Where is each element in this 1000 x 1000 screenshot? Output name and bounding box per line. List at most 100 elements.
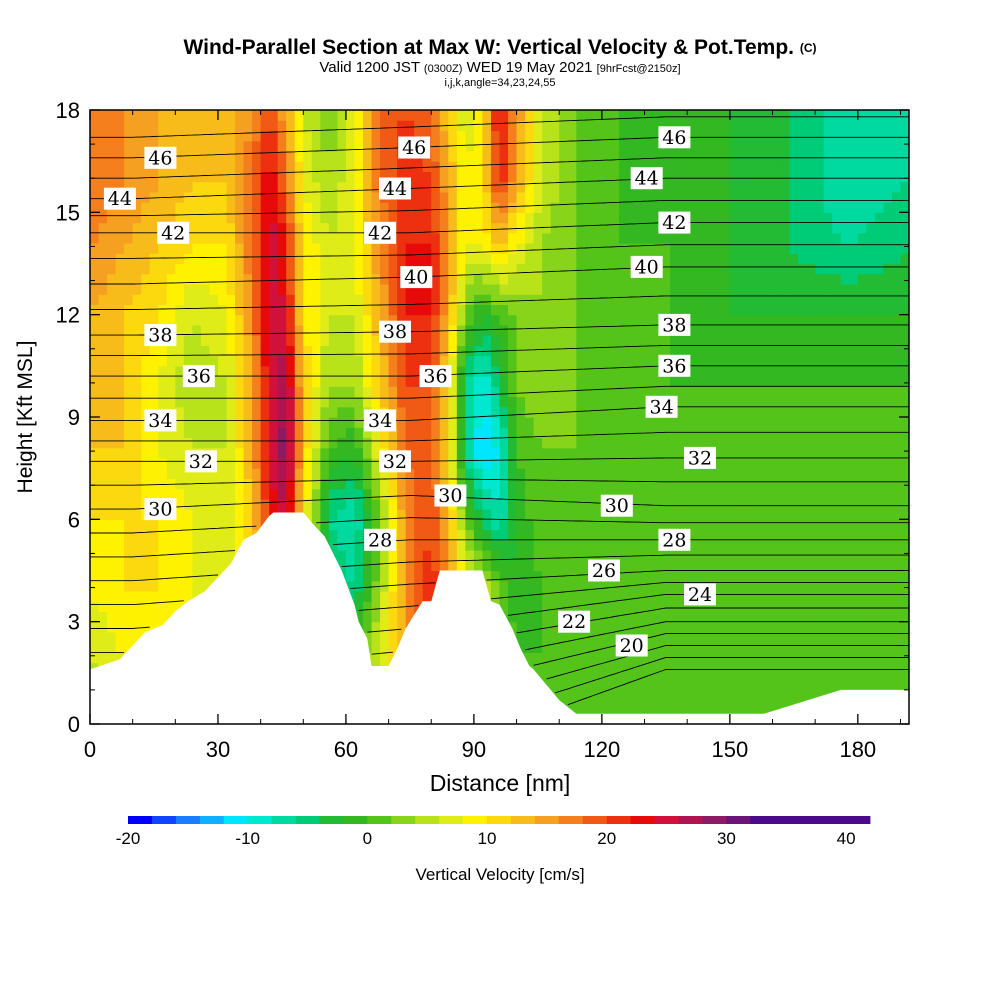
- velocity-cell: [252, 396, 262, 408]
- velocity-cell: [712, 570, 722, 582]
- velocity-cell: [115, 447, 125, 459]
- velocity-cell: [533, 509, 543, 520]
- velocity-cell: [636, 130, 646, 142]
- velocity-cell: [738, 570, 748, 582]
- velocity-cell: [243, 406, 253, 418]
- velocity-cell: [721, 457, 731, 469]
- velocity-cell: [763, 488, 774, 500]
- velocity-cell: [687, 519, 697, 531]
- velocity-cell: [354, 519, 364, 531]
- velocity-cell: [533, 621, 543, 633]
- velocity-cell: [601, 519, 612, 531]
- velocity-cell: [269, 457, 279, 469]
- velocity-cell: [337, 110, 347, 121]
- velocity-cell: [388, 161, 398, 172]
- velocity-cell: [636, 457, 646, 469]
- velocity-cell: [141, 396, 151, 408]
- velocity-cell: [738, 396, 748, 408]
- velocity-cell: [576, 683, 586, 694]
- velocity-cell: [439, 222, 449, 234]
- velocity-cell: [618, 130, 629, 142]
- velocity-cell: [473, 181, 484, 193]
- velocity-cell: [687, 529, 697, 541]
- velocity-cell: [755, 683, 765, 694]
- velocity-cell: [439, 386, 449, 398]
- velocity-cell: [687, 631, 697, 643]
- velocity-cell: [397, 386, 407, 398]
- velocity-cell: [175, 457, 185, 469]
- velocity-cell: [542, 263, 552, 275]
- velocity-cell: [183, 161, 193, 172]
- velocity-cell: [380, 212, 390, 224]
- velocity-cell: [286, 488, 296, 500]
- velocity-cell: [584, 324, 594, 336]
- velocity-cell: [695, 283, 705, 295]
- velocity-cell: [670, 283, 680, 295]
- velocity-cell: [789, 304, 799, 316]
- velocity-cell: [277, 191, 287, 203]
- velocity-cell: [345, 550, 356, 561]
- velocity-cell: [644, 386, 654, 398]
- velocity-cell: [567, 335, 577, 346]
- velocity-cell: [115, 529, 125, 541]
- velocity-cell: [209, 243, 219, 254]
- velocity-cell: [653, 243, 663, 254]
- velocity-cell: [456, 447, 466, 459]
- velocity-cell: [328, 498, 339, 510]
- velocity-cell: [508, 355, 518, 367]
- velocity-cell: [559, 130, 569, 142]
- velocity-cell: [320, 396, 330, 408]
- velocity-cell: [482, 314, 492, 326]
- velocity-cell: [217, 324, 228, 336]
- velocity-cell: [158, 457, 168, 469]
- velocity-cell: [653, 652, 663, 664]
- velocity-cell: [98, 263, 108, 275]
- velocity-cell: [576, 161, 586, 172]
- velocity-cell: [200, 130, 211, 142]
- velocity-cell: [789, 396, 799, 408]
- velocity-cell: [98, 324, 108, 336]
- velocity-cell: [781, 642, 791, 653]
- velocity-cell: [405, 314, 415, 326]
- velocity-cell: [209, 273, 219, 285]
- velocity-cell: [593, 519, 603, 531]
- velocity-cell: [789, 478, 799, 490]
- velocity-cell: [448, 365, 458, 377]
- velocity-cell: [90, 468, 100, 479]
- velocity-cell: [380, 140, 390, 152]
- velocity-cell: [465, 232, 475, 244]
- velocity-cell: [422, 550, 432, 561]
- velocity-cell: [269, 478, 279, 490]
- velocity-cell: [414, 498, 424, 510]
- velocity-cell: [789, 222, 799, 234]
- velocity-cell: [610, 253, 620, 265]
- velocity-cell: [200, 161, 211, 172]
- velocity-cell: [593, 243, 603, 254]
- velocity-cell: [781, 110, 791, 121]
- velocity-cell: [217, 519, 228, 531]
- velocity-cell: [473, 498, 484, 510]
- velocity-cell: [200, 519, 211, 531]
- velocity-cell: [388, 488, 398, 500]
- velocity-cell: [286, 365, 296, 377]
- velocity-cell: [644, 417, 654, 428]
- velocity-cell: [226, 427, 236, 439]
- velocity-cell: [712, 376, 722, 387]
- velocity-cell: [226, 406, 236, 418]
- velocity-cell: [576, 273, 586, 285]
- velocity-cell: [183, 181, 193, 193]
- velocity-cell: [601, 202, 612, 213]
- velocity-cell: [115, 519, 125, 531]
- velocity-cell: [542, 253, 552, 265]
- velocity-cell: [277, 396, 287, 408]
- velocity-cell: [542, 550, 552, 561]
- velocity-cell: [525, 580, 535, 592]
- velocity-cell: [328, 468, 339, 479]
- velocity-cell: [294, 243, 304, 254]
- velocity-cell: [473, 294, 484, 306]
- velocity-cell: [439, 437, 449, 449]
- velocity-cell: [525, 181, 535, 193]
- velocity-cell: [115, 294, 125, 306]
- velocity-cell: [695, 560, 705, 572]
- velocity-cell: [712, 406, 722, 418]
